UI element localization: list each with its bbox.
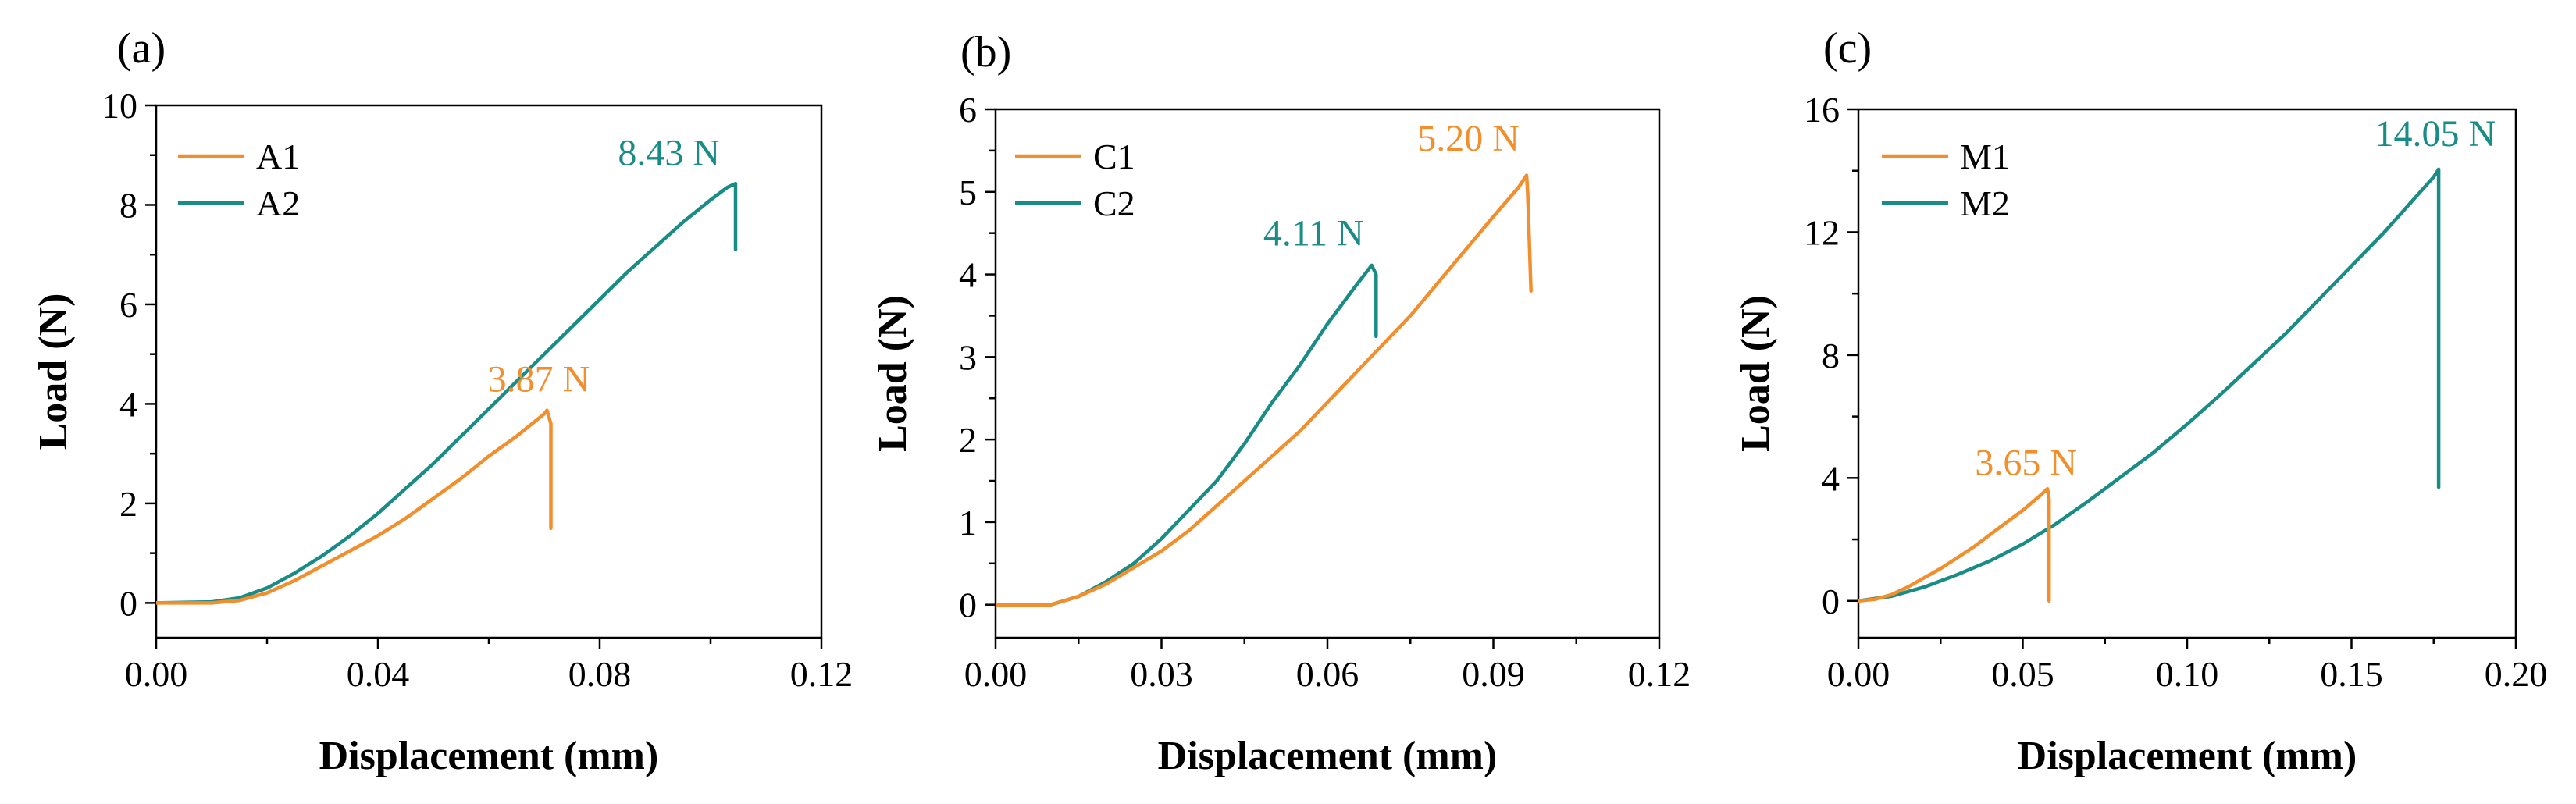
series-line-c1 (996, 173, 1533, 607)
x-tick-label: 0.04 (347, 654, 410, 694)
peak-annotation: 14.05 N (2375, 113, 2496, 155)
x-axis-title: Displacement (mm) (2018, 734, 2357, 778)
y-tick-label: 0 (1822, 582, 1840, 621)
series-line-a1 (156, 408, 553, 605)
peak-annotation: 3.65 N (1975, 442, 2077, 483)
panel-a: (a) 0.00 0.04 0.08 0.12 0 2 4 6 8 10 Displacement (… (31, 24, 853, 778)
y-tick-label: 8 (1822, 336, 1840, 375)
y-tick-label: 4 (119, 384, 137, 424)
y-tick-label: 6 (959, 90, 977, 130)
x-tick-label: 0.15 (2320, 654, 2383, 694)
legend-label: M1 (1960, 137, 2010, 176)
x-tick-label: 0.03 (1130, 654, 1193, 694)
x-axis-title: Displacement (mm) (1158, 734, 1498, 778)
y-tick-label: 5 (959, 173, 977, 212)
panel-b: (b) 0.00 0.03 0.06 0.09 0.12 0 1 2 3 4 5 6 Displaceme… (871, 28, 1691, 778)
y-tick-label: 2 (119, 484, 137, 524)
legend-label: M2 (1960, 183, 2010, 223)
x-tick-label: 0.05 (1991, 654, 2054, 694)
x-tick-label: 0.06 (1296, 654, 1359, 694)
series-group (1858, 167, 2441, 603)
peak-annotation: 4.11 N (1263, 213, 1364, 254)
panel-label: (b) (960, 28, 1011, 76)
y-tick-label: 3 (959, 337, 977, 377)
y-tick-label: 6 (119, 285, 137, 325)
series-group (156, 181, 738, 605)
x-tick-label: 0.00 (964, 654, 1028, 694)
x-tick-label: 0.09 (1462, 654, 1525, 694)
panel-label: (a) (117, 24, 166, 73)
y-tick-label: 2 (959, 420, 977, 460)
x-tick-label: 0.08 (568, 654, 632, 694)
x-tick-label: 0.20 (2485, 654, 2548, 694)
panel-c: (c) 0.00 0.05 0.10 0.15 0.20 0 4 8 12 16 Displaceme… (1733, 24, 2547, 778)
series-group (996, 173, 1533, 607)
legend-label: A2 (256, 183, 300, 223)
series-line-m2 (1858, 167, 2441, 603)
y-tick-label: 1 (959, 503, 977, 543)
series-line-c2 (996, 263, 1378, 607)
peak-annotation: 5.20 N (1417, 118, 1520, 159)
x-axis-title: Displacement (mm) (319, 734, 659, 778)
y-tick-label: 12 (1804, 212, 1840, 252)
x-tick-label: 0.12 (1628, 654, 1691, 694)
y-tick-label: 4 (959, 255, 977, 295)
panel-label: (c) (1823, 24, 1872, 73)
peak-annotation: 3.87 N (488, 358, 590, 400)
legend-label: C2 (1093, 183, 1135, 223)
peak-annotation: 8.43 N (618, 132, 720, 173)
x-tick-label: 0.00 (125, 654, 188, 694)
y-tick-label: 8 (119, 185, 137, 225)
y-tick-label: 4 (1822, 458, 1840, 498)
y-axis-title: Load (N) (871, 295, 915, 452)
legend-label: C1 (1093, 137, 1135, 176)
x-tick-label: 0.12 (790, 654, 853, 694)
x-tick-label: 0.10 (2156, 654, 2219, 694)
y-axis-title: Load (N) (31, 293, 76, 450)
y-tick-label: 0 (119, 583, 137, 623)
y-tick-label: 0 (959, 585, 977, 625)
series-line-a2 (156, 181, 738, 605)
y-tick-label: 10 (102, 86, 137, 126)
x-tick-label: 0.00 (1827, 654, 1890, 694)
series-line-m1 (1858, 486, 2051, 603)
y-tick-label: 16 (1804, 90, 1840, 130)
y-axis-title: Load (N) (1733, 295, 1778, 452)
legend-label: A1 (256, 137, 300, 176)
